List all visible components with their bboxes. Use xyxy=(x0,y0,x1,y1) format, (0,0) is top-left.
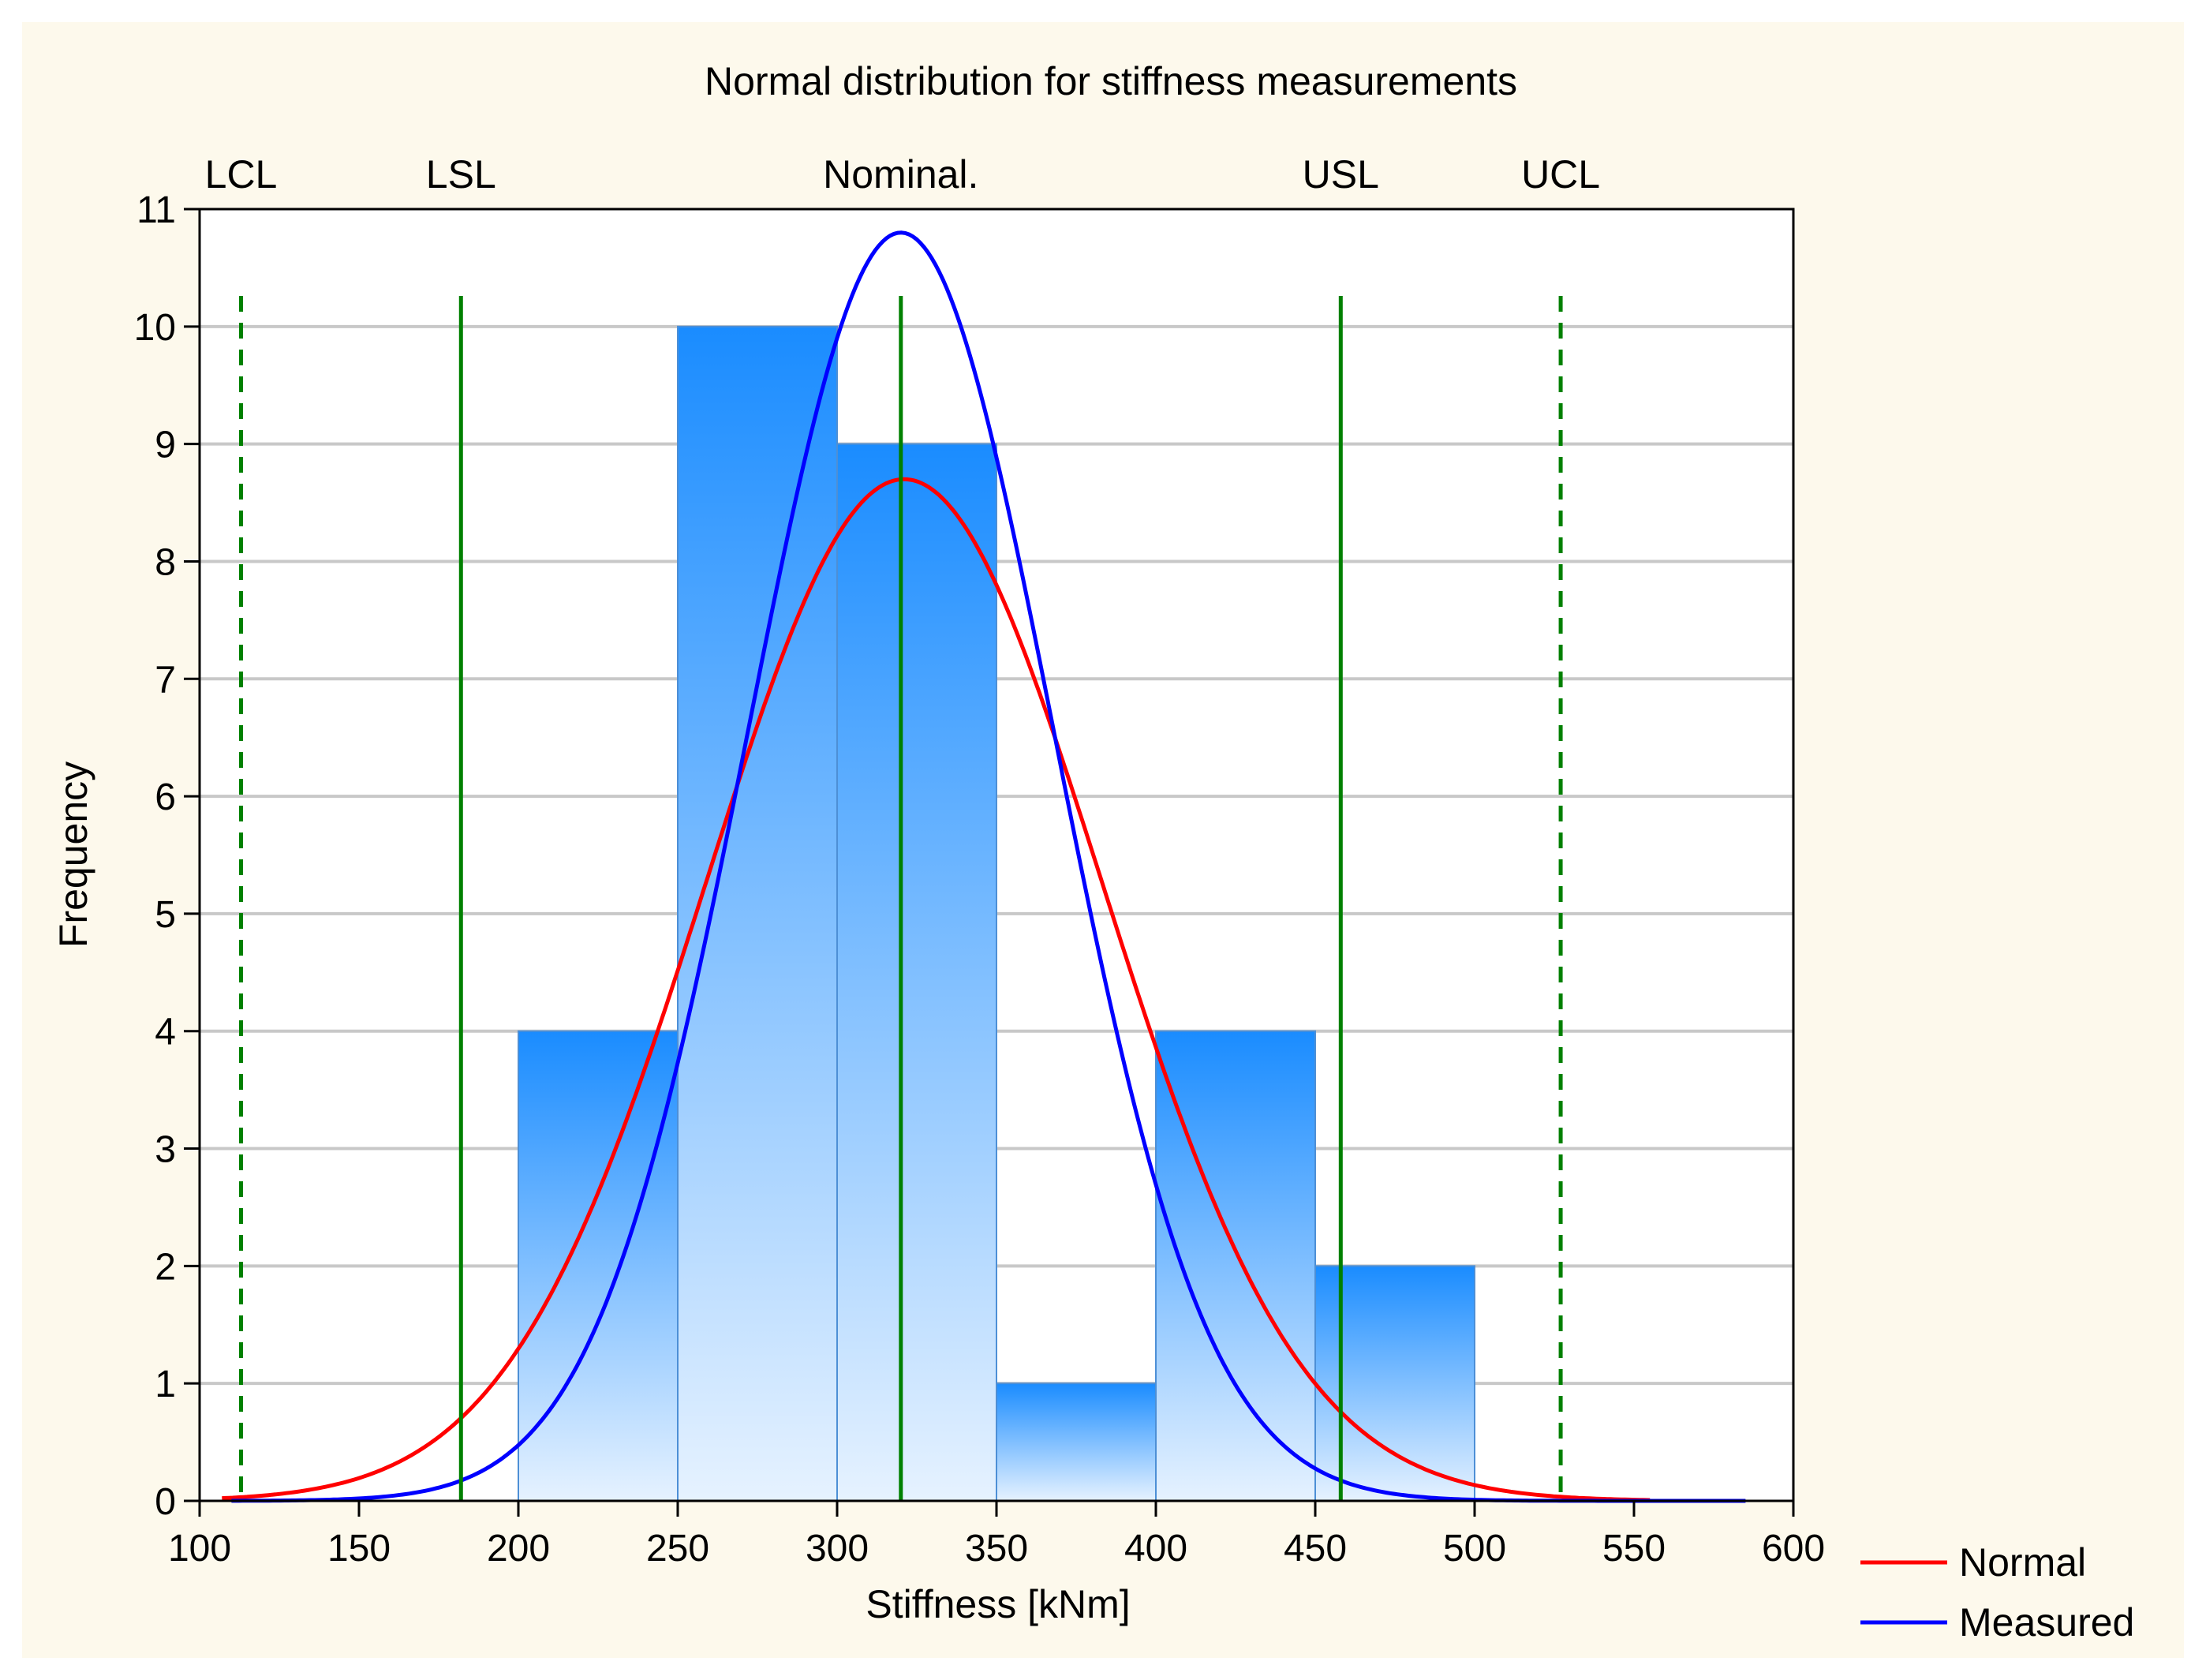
ref-label-nominal: Nominal. xyxy=(823,152,978,196)
x-tick-label-100: 100 xyxy=(168,1528,231,1570)
y-tick-label-2: 2 xyxy=(155,1246,176,1288)
legend: Normal Measured xyxy=(1860,1540,2134,1644)
y-tick-label-4: 4 xyxy=(155,1012,176,1053)
y-tick-label-8: 8 xyxy=(155,541,176,583)
x-axis-label: Stiffness [kNm] xyxy=(866,1582,1130,1626)
y-tick-label-6: 6 xyxy=(155,776,176,818)
y-tick-label-3: 3 xyxy=(155,1129,176,1171)
x-tick-label-300: 300 xyxy=(806,1528,869,1570)
x-tick-label-150: 150 xyxy=(327,1528,391,1570)
histogram-bar-2 xyxy=(836,443,997,1502)
y-axis-label: Frequency xyxy=(51,761,95,948)
histogram-bar-3 xyxy=(996,1383,1157,1502)
ref-label-ucl: UCL xyxy=(1521,152,1600,196)
x-tick-label-450: 450 xyxy=(1284,1528,1347,1570)
x-tick-label-350: 350 xyxy=(965,1528,1028,1570)
y-tick-label-9: 9 xyxy=(155,425,176,466)
chart-title: Normal distribution for stiffness measur… xyxy=(705,59,1517,103)
histogram-bar-0 xyxy=(518,1030,679,1502)
chart-frame: LCL LSL Nominal. USL UCL 100 150 200 250 300 350 4… xyxy=(22,22,2184,1658)
x-tick-label-200: 200 xyxy=(487,1528,550,1570)
legend-label-measured: Measured xyxy=(1959,1600,2134,1644)
reference-lines: LCL LSL Nominal. USL UCL xyxy=(205,152,1600,1501)
axes: 100 150 200 250 300 350 400 450 500 550 600 0 1 2 3 4 5 6… xyxy=(134,189,1825,1570)
y-tick-label-7: 7 xyxy=(155,659,176,701)
ref-label-usl: USL xyxy=(1303,152,1379,196)
ref-label-lcl: LCL xyxy=(205,152,278,196)
histogram-bar-4 xyxy=(1155,1030,1316,1502)
y-tick-label-0: 0 xyxy=(155,1481,176,1523)
histogram-bars xyxy=(518,325,1475,1502)
legend-label-normal: Normal xyxy=(1959,1540,2086,1585)
y-tick-label-5: 5 xyxy=(155,894,176,936)
x-tick-label-250: 250 xyxy=(646,1528,709,1570)
y-tick-label-10: 10 xyxy=(134,307,176,349)
y-tick-label-11: 11 xyxy=(136,189,176,231)
y-tick-label-1: 1 xyxy=(155,1364,176,1405)
ref-label-lsl: LSL xyxy=(426,152,496,196)
histogram-bar-1 xyxy=(677,325,838,1502)
x-tick-label-600: 600 xyxy=(1762,1528,1825,1570)
histogram-chart: LCL LSL Nominal. USL UCL 100 150 200 250 300 350 4… xyxy=(51,59,2134,1644)
x-tick-label-400: 400 xyxy=(1124,1528,1187,1570)
x-tick-label-550: 550 xyxy=(1602,1528,1666,1570)
x-tick-label-500: 500 xyxy=(1443,1528,1506,1570)
